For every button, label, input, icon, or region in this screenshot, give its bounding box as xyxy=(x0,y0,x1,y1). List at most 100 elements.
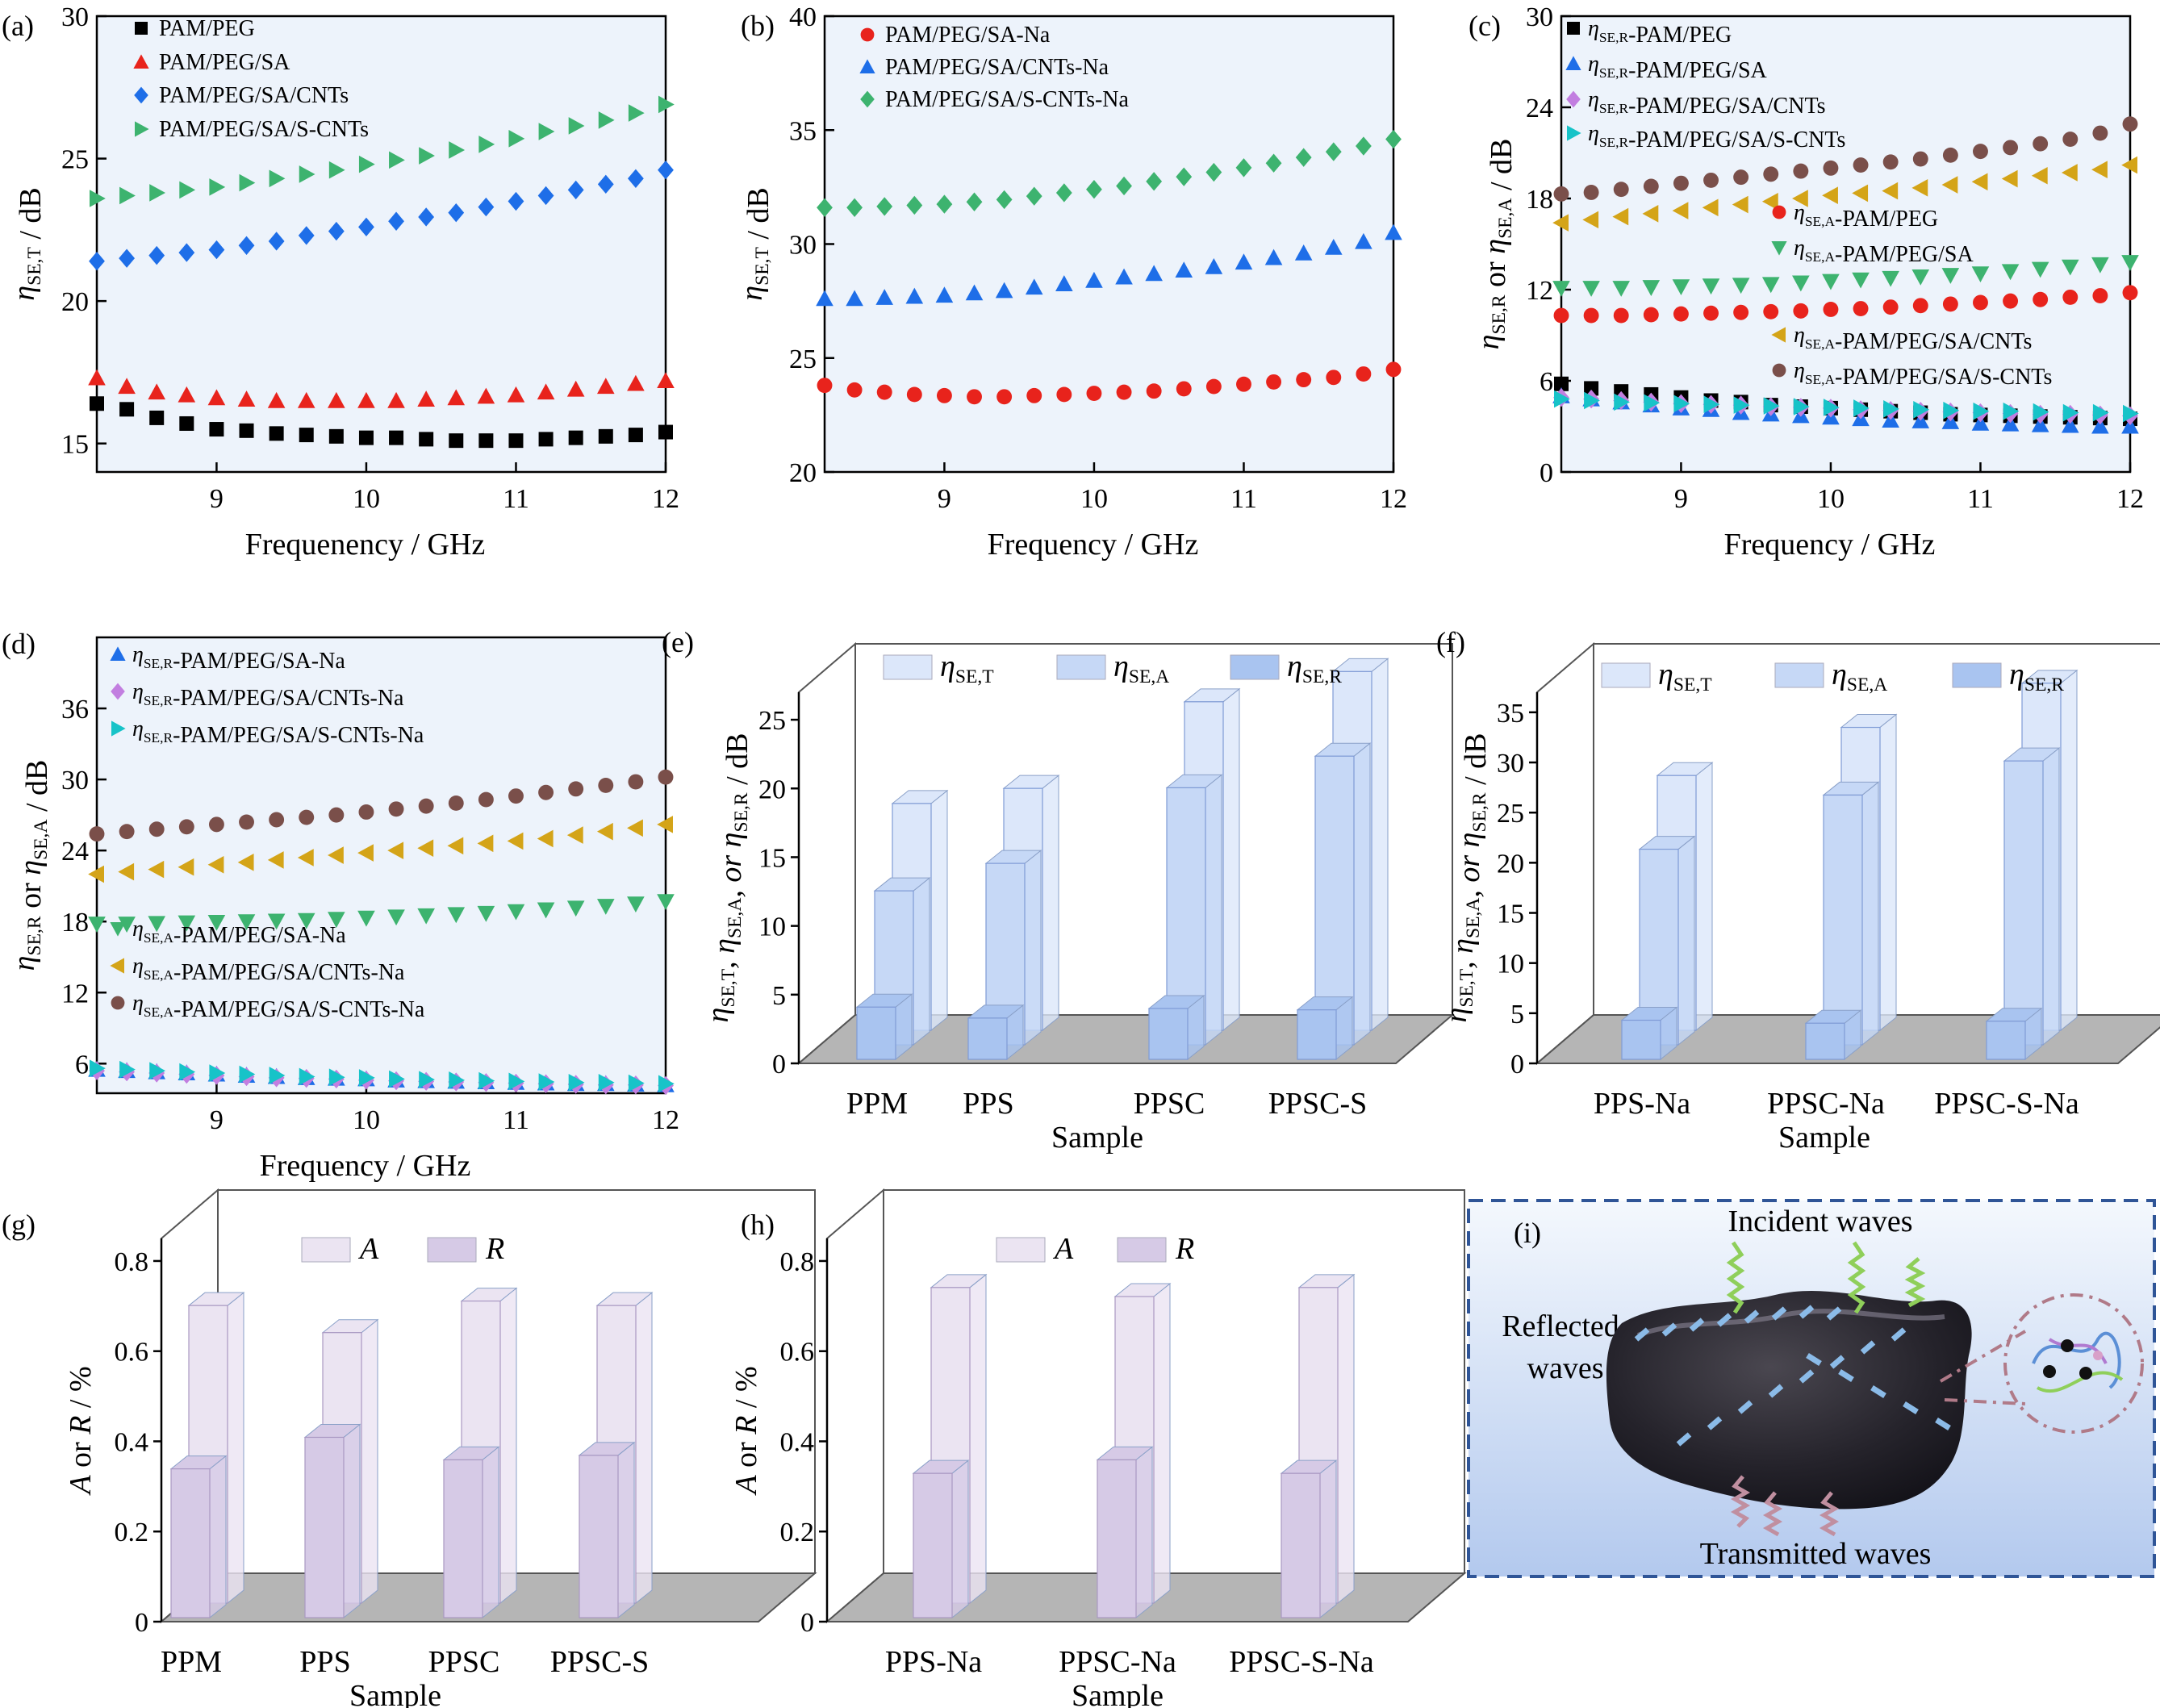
data-point xyxy=(89,826,105,842)
data-point xyxy=(328,1068,345,1086)
data-point xyxy=(1793,398,1810,416)
data-point xyxy=(2091,161,2108,179)
data-point xyxy=(237,914,256,931)
y-axis-label: ηSE,R or ηSE,A / dB xyxy=(1472,139,1519,350)
bar xyxy=(304,1436,345,1618)
data-point xyxy=(1973,144,1988,160)
data-point xyxy=(90,396,104,411)
data-point xyxy=(207,914,226,931)
data-point xyxy=(1644,394,1661,412)
nanoparticle-4 xyxy=(2093,1351,2103,1360)
data-point xyxy=(209,422,224,437)
y-tick-label: 0 xyxy=(1540,458,1553,488)
data-point xyxy=(1643,178,1659,194)
legend-marker xyxy=(1567,22,1580,35)
data-point xyxy=(1235,158,1252,177)
data-point xyxy=(846,382,863,398)
data-point xyxy=(1822,274,1840,290)
y-axis-label: ηSE,T, ηSE,A, or ηSE,R / dB xyxy=(1439,733,1493,1023)
y-tick-label: 20 xyxy=(758,775,786,804)
data-point xyxy=(658,769,674,785)
data-point xyxy=(1385,361,1402,378)
data-point xyxy=(2092,403,2109,422)
bar-side xyxy=(1695,762,1713,1032)
data-point xyxy=(1673,306,1689,322)
data-point xyxy=(627,169,644,188)
y-tick-label: 6 xyxy=(75,1050,89,1080)
data-point xyxy=(1971,414,1990,431)
data-point xyxy=(449,141,466,159)
bar-side xyxy=(499,1287,517,1605)
legend-label: PAM/PEG/SA/CNTs xyxy=(159,83,349,108)
legend-swatch xyxy=(427,1237,477,1263)
data-point xyxy=(2061,259,2079,276)
zoom-connector xyxy=(1939,1293,2144,1434)
data-point xyxy=(1793,303,1809,319)
bar-side xyxy=(1371,658,1389,1032)
y-axis-label: ηSE,R or ηSE,A / dB xyxy=(7,760,54,971)
legend-marker xyxy=(134,86,148,104)
data-point xyxy=(119,186,136,205)
network-inset xyxy=(2032,1331,2124,1393)
legend-marker xyxy=(1772,363,1786,378)
chevron-row-2 xyxy=(1806,1353,1951,1430)
data-point xyxy=(508,1072,525,1091)
bar-side xyxy=(635,1292,653,1605)
data-point xyxy=(328,221,345,241)
data-point xyxy=(478,197,495,217)
data-point xyxy=(358,804,374,820)
data-point xyxy=(657,894,675,911)
data-point xyxy=(388,801,404,817)
data-point xyxy=(179,1063,196,1081)
legend-label: ηSE,A-PAM/PEG/SA/S-CNTs-Na xyxy=(132,991,425,1022)
bar xyxy=(443,1459,483,1618)
data-point xyxy=(239,814,254,830)
data-point xyxy=(2061,164,2078,182)
data-point xyxy=(1853,301,1869,316)
data-point xyxy=(1295,148,1312,167)
bar-side xyxy=(1879,713,1897,1032)
data-point xyxy=(1294,244,1313,261)
y-tick-label: 10 xyxy=(1497,950,1524,979)
series xyxy=(1552,156,2137,232)
y-tick-label: 18 xyxy=(61,908,89,938)
data-point xyxy=(90,1059,106,1077)
data-point xyxy=(1115,268,1133,285)
series xyxy=(90,95,675,207)
data-point xyxy=(267,851,284,869)
data-point xyxy=(269,169,286,188)
data-point xyxy=(1942,296,1958,312)
incident-wave-2 xyxy=(1847,1241,1866,1314)
data-point xyxy=(417,839,434,858)
data-point xyxy=(1732,195,1748,214)
y-tick-label: 0 xyxy=(800,1608,814,1638)
y-axis-label: ηSE,T / dB xyxy=(735,187,775,301)
data-point xyxy=(1355,232,1372,249)
bar-side xyxy=(951,1460,969,1619)
data-point xyxy=(1702,198,1719,217)
data-point xyxy=(1264,248,1283,265)
data-point xyxy=(1702,278,1720,295)
data-point xyxy=(2033,291,2049,307)
data-point xyxy=(2091,257,2109,274)
data-point xyxy=(1055,183,1072,203)
reflected-waves-label-1: Reflected xyxy=(1502,1309,1619,1343)
data-point xyxy=(1086,386,1102,401)
data-point xyxy=(1385,129,1402,149)
data-point xyxy=(1882,154,1899,170)
data-point xyxy=(447,837,464,855)
series xyxy=(1552,255,2139,297)
data-point xyxy=(1326,370,1342,386)
x-tick-label: PPS-Na xyxy=(1594,1087,1690,1121)
y-tick-label: 35 xyxy=(789,116,817,146)
data-point xyxy=(389,151,405,169)
data-point xyxy=(966,192,983,211)
bar-side xyxy=(617,1441,635,1619)
data-point xyxy=(2121,156,2137,174)
chart-h: (h) 0 0.2 0.4 0.6 0.8 A or R / % PPS-Na PPSC-Na P… xyxy=(729,1188,1467,1708)
data-point xyxy=(1673,175,1689,191)
data-point xyxy=(2061,416,2079,433)
data-point xyxy=(817,378,833,394)
y-tick-label: 12 xyxy=(61,979,89,1009)
legend-marker xyxy=(111,720,126,737)
